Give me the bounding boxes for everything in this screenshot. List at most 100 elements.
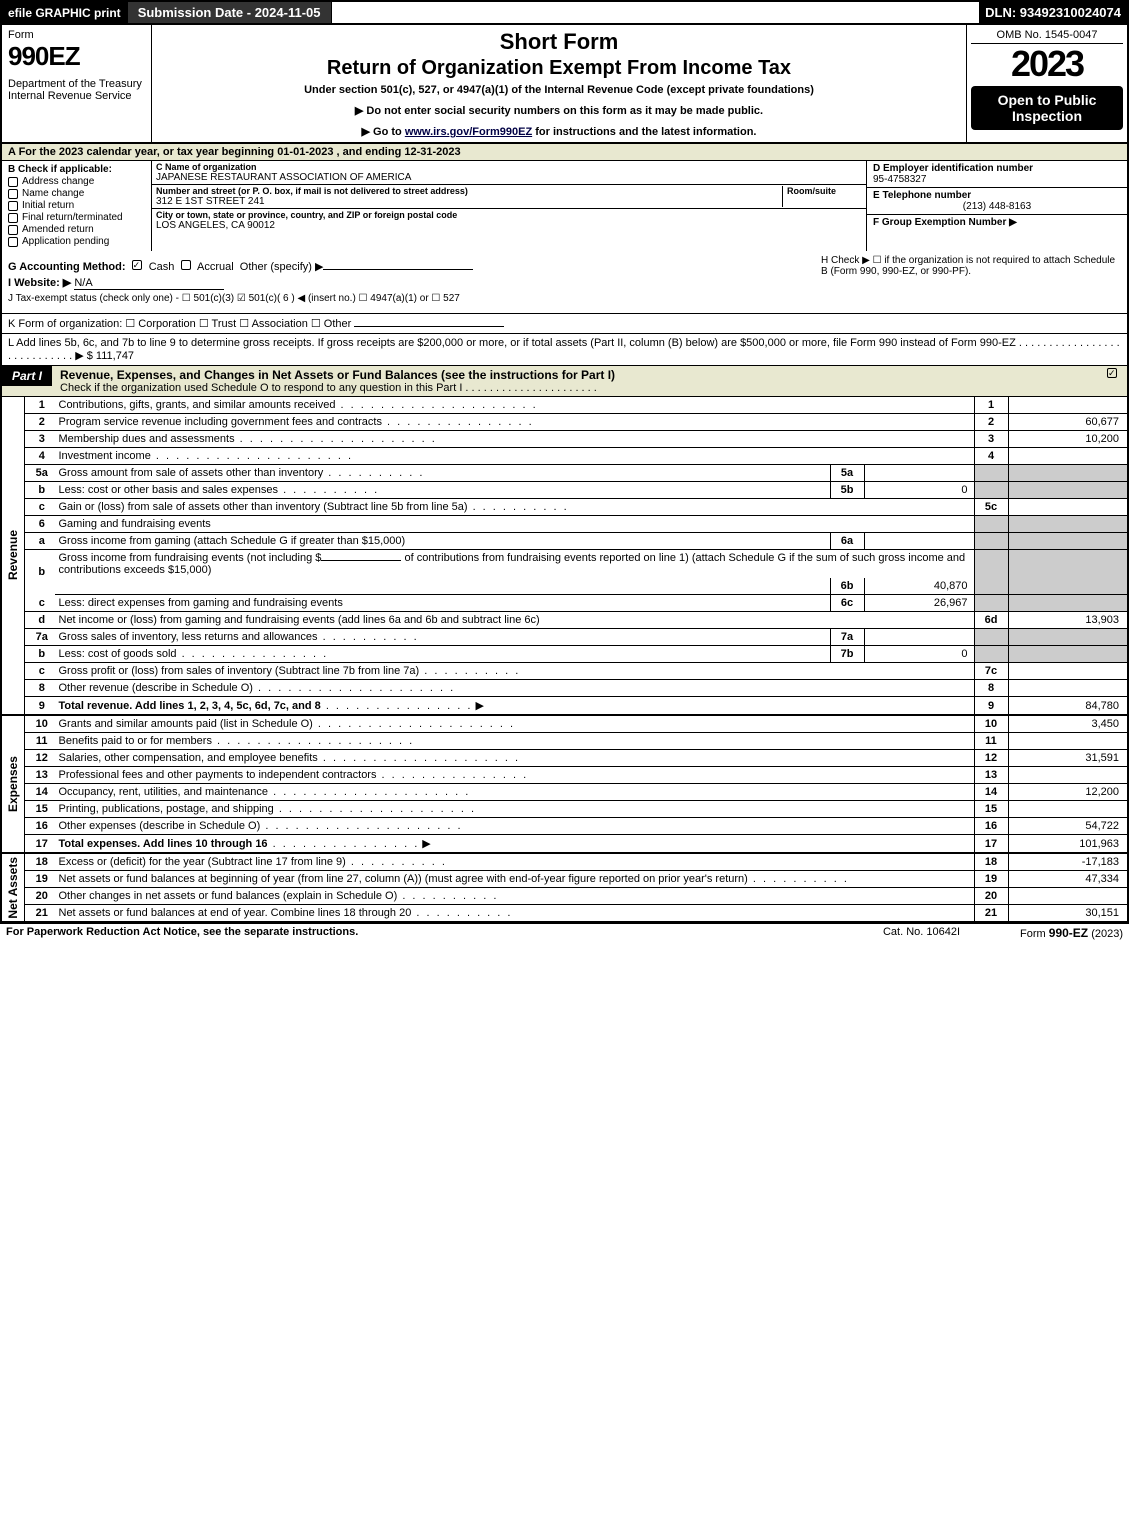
c-city-row: City or town, state or province, country…	[152, 209, 866, 232]
footer-mid: Cat. No. 10642I	[883, 926, 960, 940]
check-amended[interactable]: Amended return	[8, 224, 145, 235]
col-b: B Check if applicable: Address change Na…	[2, 161, 152, 251]
submission-date: Submission Date - 2024-11-05	[128, 2, 332, 23]
c-street-row: Number and street (or P. O. box, if mail…	[152, 185, 866, 209]
header-left: Form 990EZ Department of the Treasury In…	[2, 25, 152, 142]
k-label: K Form of organization: ☐ Corporation ☐ …	[8, 318, 351, 330]
check-initial[interactable]: Initial return	[8, 200, 145, 211]
footer-left: For Paperwork Reduction Act Notice, see …	[6, 926, 358, 940]
part-text: Revenue, Expenses, and Changes in Net As…	[60, 366, 1101, 396]
form-header: Form 990EZ Department of the Treasury In…	[0, 25, 1129, 144]
check-address[interactable]: Address change	[8, 176, 145, 187]
website-value: N/A	[74, 277, 224, 290]
line-17: 17 Total expenses. Add lines 10 through …	[1, 835, 1128, 854]
line-19: 19 Net assets or fund balances at beginn…	[1, 871, 1128, 888]
dln-label: DLN: 93492310024074	[979, 2, 1127, 23]
line-14: 14 Occupancy, rent, utilities, and maint…	[1, 784, 1128, 801]
line-2: 2 Program service revenue including gove…	[1, 414, 1128, 431]
line-6d: d Net income or (loss) from gaming and f…	[1, 612, 1128, 629]
l-row: L Add lines 5b, 6c, and 7b to line 9 to …	[0, 334, 1129, 366]
line-15: 15 Printing, publications, postage, and …	[1, 801, 1128, 818]
form-subtitle: Under section 501(c), 527, or 4947(a)(1)…	[162, 84, 956, 96]
line-21: 21 Net assets or fund balances at end of…	[1, 905, 1128, 923]
line-6b-desc: b Gross income from fundraising events (…	[1, 550, 1128, 579]
part-sub: Check if the organization used Schedule …	[60, 382, 597, 394]
line-3: 3 Membership dues and assessments 3 10,2…	[1, 431, 1128, 448]
line-5b: b Less: cost or other basis and sales ex…	[1, 482, 1128, 499]
line-7b: b Less: cost of goods sold 7b 0	[1, 646, 1128, 663]
i-row: I Website: ▶ N/A	[8, 276, 1121, 290]
line-7a: 7a Gross sales of inventory, less return…	[1, 629, 1128, 646]
check-cash[interactable]	[132, 260, 142, 270]
top-bar: efile GRAPHIC print Submission Date - 20…	[0, 0, 1129, 25]
line-4: 4 Investment income 4	[1, 448, 1128, 465]
part-i-header: Part I Revenue, Expenses, and Changes in…	[0, 366, 1129, 397]
lines-table: Revenue 1 Contributions, gifts, grants, …	[0, 397, 1129, 923]
section-ghij: G Accounting Method: Cash Accrual Other …	[0, 251, 1129, 314]
j-row: J Tax-exempt status (check only one) - ☐…	[8, 293, 1121, 304]
department-label: Department of the Treasury Internal Reve…	[8, 78, 145, 102]
c-name-label: C Name of organization	[156, 162, 862, 172]
d-row: D Employer identification number 95-4758…	[867, 161, 1127, 188]
form-word: Form	[8, 29, 145, 41]
side-revenue: Revenue	[6, 530, 20, 580]
line-6: 6 Gaming and fundraising events	[1, 516, 1128, 533]
irs-link[interactable]: www.irs.gov/Form990EZ	[405, 126, 532, 138]
line-12: 12 Salaries, other compensation, and emp…	[1, 750, 1128, 767]
line-5a: 5a Gross amount from sale of assets othe…	[1, 465, 1128, 482]
c-name-row: C Name of organization JAPANESE RESTAURA…	[152, 161, 866, 185]
e-row: E Telephone number (213) 448-8163	[867, 188, 1127, 215]
org-street: 312 E 1ST STREET 241	[156, 196, 782, 207]
side-netassets: Net Assets	[6, 857, 20, 919]
check-accrual[interactable]	[181, 260, 191, 270]
line-9: 9 Total revenue. Add lines 1, 2, 3, 4, 5…	[1, 697, 1128, 716]
line-6c: c Less: direct expenses from gaming and …	[1, 595, 1128, 612]
efile-label: efile GRAPHIC print	[2, 2, 128, 23]
e-label: E Telephone number	[873, 190, 1121, 201]
k-row: K Form of organization: ☐ Corporation ☐ …	[0, 314, 1129, 334]
form-number: 990EZ	[8, 41, 145, 72]
i-label: I Website: ▶	[8, 277, 71, 289]
section-bcdef: B Check if applicable: Address change Na…	[0, 161, 1129, 251]
header-center: Short Form Return of Organization Exempt…	[152, 25, 967, 142]
line-16: 16 Other expenses (describe in Schedule …	[1, 818, 1128, 835]
part-title: Revenue, Expenses, and Changes in Net As…	[60, 368, 615, 382]
page-footer: For Paperwork Reduction Act Notice, see …	[0, 923, 1129, 942]
b-label: B Check if applicable:	[8, 164, 145, 175]
note-link: ▶ Go to www.irs.gov/Form990EZ for instru…	[162, 125, 956, 138]
part-check[interactable]	[1101, 366, 1127, 383]
phone-value: (213) 448-8163	[873, 201, 1121, 212]
line-11: 11 Benefits paid to or for members 11	[1, 733, 1128, 750]
tax-year: 2023	[971, 46, 1123, 82]
col-def: D Employer identification number 95-4758…	[867, 161, 1127, 251]
omb-number: OMB No. 1545-0047	[971, 29, 1123, 44]
h-box: H Check ▶ ☐ if the organization is not r…	[821, 255, 1121, 277]
check-final[interactable]: Final return/terminated	[8, 212, 145, 223]
org-name: JAPANESE RESTAURANT ASSOCIATION OF AMERI…	[156, 172, 862, 183]
note2-pre: ▶ Go to	[362, 126, 405, 138]
form-title-2: Return of Organization Exempt From Incom…	[162, 57, 956, 80]
part-tab: Part I	[2, 366, 52, 386]
check-pending[interactable]: Application pending	[8, 236, 145, 247]
line-7c: c Gross profit or (loss) from sales of i…	[1, 663, 1128, 680]
line-13: 13 Professional fees and other payments …	[1, 767, 1128, 784]
header-right: OMB No. 1545-0047 2023 Open to Public In…	[967, 25, 1127, 142]
c-street-label: Number and street (or P. O. box, if mail…	[156, 186, 782, 196]
line-6a: a Gross income from gaming (attach Sched…	[1, 533, 1128, 550]
check-name[interactable]: Name change	[8, 188, 145, 199]
c-city-label: City or town, state or province, country…	[156, 210, 862, 220]
line-6b: 6b 40,870	[1, 578, 1128, 595]
col-c: C Name of organization JAPANESE RESTAURA…	[152, 161, 867, 251]
f-label: F Group Exemption Number ▶	[873, 217, 1121, 228]
section-a: A For the 2023 calendar year, or tax yea…	[0, 144, 1129, 161]
note2-post: for instructions and the latest informat…	[532, 126, 756, 138]
g-label: G Accounting Method:	[8, 261, 126, 273]
org-city: LOS ANGELES, CA 90012	[156, 220, 862, 231]
f-row: F Group Exemption Number ▶	[867, 215, 1127, 230]
note-ssn: ▶ Do not enter social security numbers o…	[162, 104, 956, 117]
d-label: D Employer identification number	[873, 163, 1121, 174]
footer-right: Form 990-EZ (2023)	[1020, 926, 1123, 940]
form-title-1: Short Form	[162, 29, 956, 55]
line-1: Revenue 1 Contributions, gifts, grants, …	[1, 397, 1128, 414]
line-10: Expenses 10 Grants and similar amounts p…	[1, 715, 1128, 733]
